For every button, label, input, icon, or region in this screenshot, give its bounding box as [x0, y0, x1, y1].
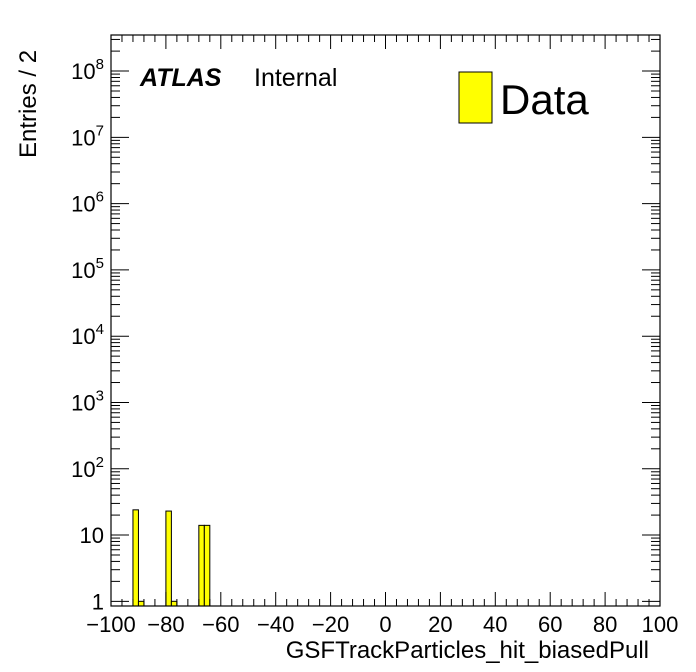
legend-label: Data: [500, 76, 589, 123]
y-axis-title: Entries / 2: [15, 50, 42, 158]
y-tick-label: 108: [71, 56, 104, 84]
y-tick-label: 104: [71, 321, 104, 349]
y-tick-label: 105: [71, 255, 104, 283]
histogram-bar: [165, 510, 172, 607]
y-axis-ticks: 1 10 102 103 104 105 106 107 108: [71, 38, 660, 614]
legend-swatch: [458, 71, 493, 124]
x-tick-label: 80: [593, 612, 617, 637]
y-tick-label: 106: [71, 189, 104, 217]
histogram-bar: [203, 524, 211, 607]
y-tick-label: 10: [80, 523, 104, 548]
x-tick-label: −60: [202, 612, 239, 637]
histogram-bar: [198, 524, 205, 607]
x-tick-label: −100: [86, 612, 136, 637]
x-tick-label: −80: [147, 612, 184, 637]
y-tick-label: 107: [71, 122, 104, 150]
y-tick-label: 1: [92, 589, 104, 614]
histogram-bar: [137, 600, 145, 607]
histogram-bars: [132, 509, 211, 607]
x-tick-label: 0: [379, 612, 391, 637]
y-tick-label: 103: [71, 387, 104, 415]
x-tick-label: 20: [428, 612, 452, 637]
x-tick-label: 60: [538, 612, 562, 637]
x-tick-label: −20: [312, 612, 349, 637]
internal-label: Internal: [254, 64, 337, 92]
histogram-bar: [132, 509, 139, 607]
y-tick-label: 102: [71, 454, 104, 482]
x-axis-title: GSFTrackParticles_hit_biasedPull: [286, 637, 649, 664]
histogram-bar: [170, 600, 178, 607]
atlas-label: ATLAS: [139, 64, 222, 92]
x-tick-label: 40: [483, 612, 507, 637]
x-tick-label: −40: [257, 612, 294, 637]
x-axis-ticks: −100 −80 −60 −40 −20 0 20 40 60 80 100: [86, 35, 678, 637]
x-tick-label: 100: [642, 612, 679, 637]
